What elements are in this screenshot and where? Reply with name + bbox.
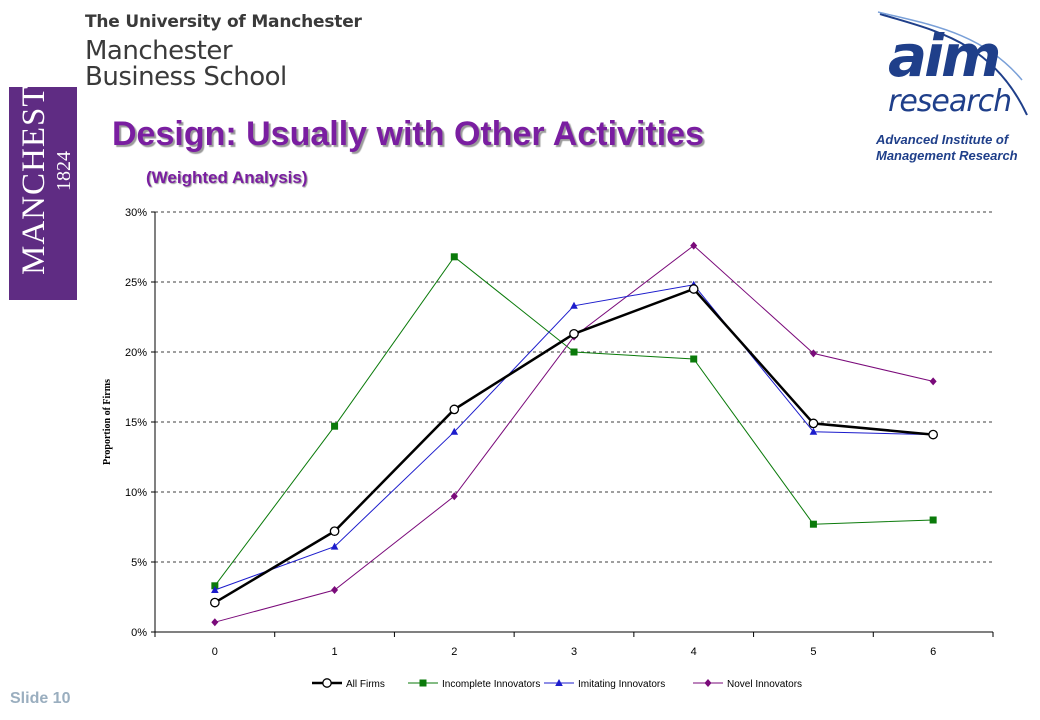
data-point — [929, 377, 937, 386]
legend-marker — [555, 679, 563, 686]
x-tick-label: 2 — [451, 646, 457, 658]
data-point — [211, 618, 219, 627]
swoosh-icon — [877, 11, 1028, 116]
data-point — [928, 429, 938, 440]
data-point — [211, 586, 219, 593]
aim-subtitle-line1: Advanced Institute of — [876, 132, 1009, 147]
manchester-crest-logo: MANCHESTER 1824 — [9, 41, 77, 300]
legend-label: Incomplete Innovators — [442, 679, 540, 690]
data-point — [211, 582, 219, 590]
legend-label: All Firms — [346, 679, 385, 690]
y-tick-label: 5% — [131, 557, 147, 569]
data-point — [929, 516, 937, 524]
data-point — [690, 355, 698, 363]
data-point — [690, 241, 698, 250]
data-point — [809, 520, 817, 528]
data-point — [688, 284, 699, 294]
aim-research-logo: aim research Advanced Institute of Manag… — [872, 10, 1032, 170]
y-tick-label: 25% — [125, 277, 147, 289]
slide-title: Design: Usually with Other Activities — [112, 115, 704, 153]
aim-research-word: research — [888, 84, 1012, 119]
data-point — [450, 492, 458, 501]
aim-subtitle-line2: Management Research — [876, 148, 1018, 163]
data-point — [330, 542, 339, 550]
legend-item: Novel Innovators — [693, 679, 802, 690]
aim-mark: aim — [888, 22, 1001, 90]
data-point — [570, 348, 578, 356]
y-tick-label: 15% — [125, 417, 147, 429]
data-point — [809, 427, 818, 435]
series-imitating-innovators — [211, 280, 937, 593]
data-point — [808, 418, 819, 429]
legend-item: All Firms — [312, 678, 385, 690]
y-tick-label: 10% — [125, 487, 147, 499]
university-header: The University of Manchester Manchester … — [85, 12, 362, 90]
aim-subtitle: Advanced Institute of Management Researc… — [876, 132, 1018, 164]
data-point — [570, 301, 578, 309]
series-novel-innovators — [211, 241, 937, 627]
school-name-line1: Manchester — [85, 36, 233, 66]
university-name: The University of Manchester — [85, 12, 362, 32]
slide-subtitle: (Weighted Analysis) — [146, 168, 308, 187]
legend-label: Novel Innovators — [727, 679, 802, 690]
data-point — [450, 427, 459, 435]
y-tick-label: 0% — [131, 627, 147, 639]
x-tick-label: 3 — [571, 646, 577, 658]
legend-item: Imitating Innovators — [544, 679, 665, 690]
legend-marker — [322, 678, 332, 688]
legend-marker — [704, 679, 712, 687]
data-point — [450, 253, 458, 261]
legend-marker — [419, 679, 427, 687]
data-point — [329, 526, 340, 537]
x-tick-label: 5 — [810, 646, 816, 658]
data-point — [210, 597, 220, 608]
data-point — [331, 422, 339, 430]
y-axis-label: Proportion of Firms — [102, 379, 113, 465]
data-point — [809, 349, 817, 358]
series-incomplete-innovators — [211, 253, 937, 590]
legend-item: Incomplete Innovators — [408, 679, 540, 690]
x-tick-label: 0 — [212, 646, 218, 658]
slide-number: Slide 10 — [10, 690, 71, 707]
y-tick-label: 20% — [125, 347, 147, 359]
legend-label: Imitating Innovators — [578, 679, 665, 690]
x-tick-label: 1 — [332, 646, 338, 658]
school-name-line2: Business School — [85, 62, 287, 92]
data-point — [331, 586, 339, 594]
data-point — [569, 328, 579, 339]
x-tick-label: 4 — [691, 646, 697, 658]
y-tick-label: 30% — [125, 207, 147, 219]
series-all-firms — [210, 284, 938, 608]
data-point — [449, 404, 460, 415]
x-tick-label: 6 — [930, 646, 936, 658]
